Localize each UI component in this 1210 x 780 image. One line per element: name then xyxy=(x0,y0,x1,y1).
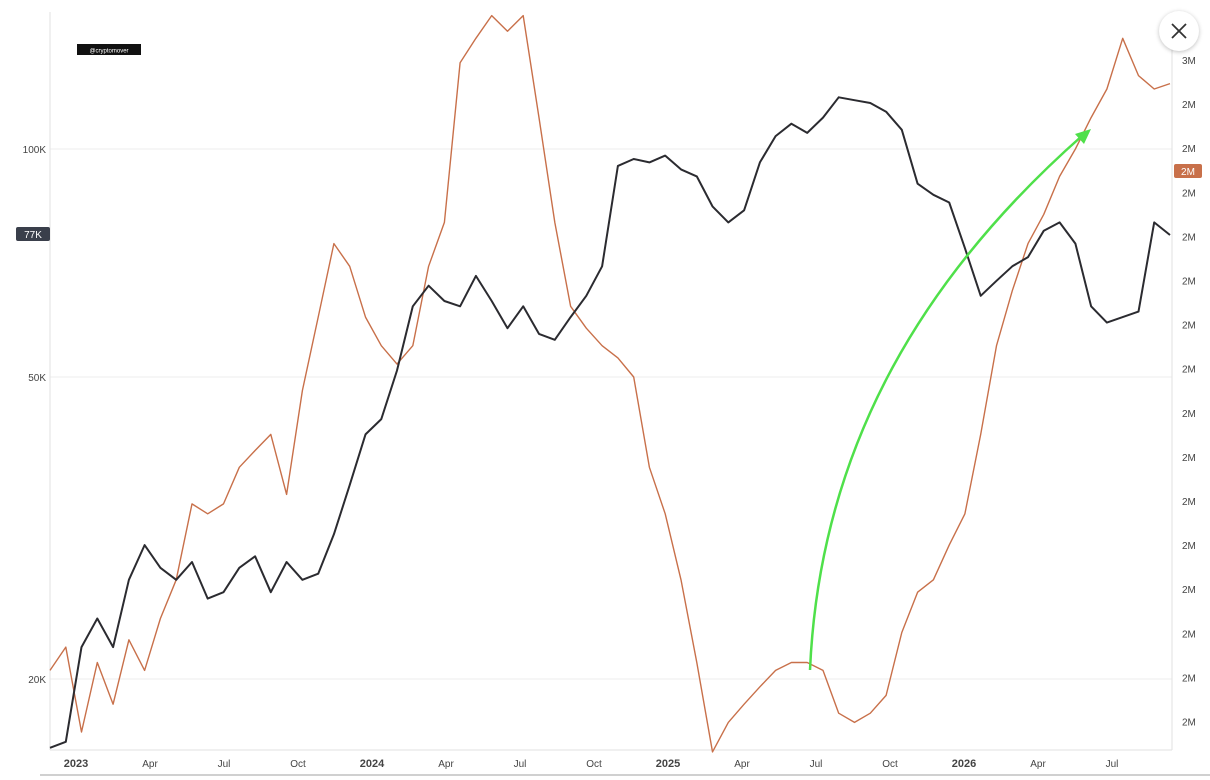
y-left-tick-50k: 50K xyxy=(28,373,46,384)
y-right-tick-label: 2M xyxy=(1182,497,1196,508)
x-tick-label: 2026 xyxy=(952,758,976,770)
close-icon xyxy=(1171,23,1187,39)
y-right-tick-label: 2M xyxy=(1182,718,1196,729)
x-tick-label: Oct xyxy=(586,759,602,770)
left-current-badge xyxy=(16,227,50,241)
y-right-tick-label: 3M xyxy=(1182,56,1196,67)
annotation-arrow-head xyxy=(1075,129,1091,144)
y-right-tick-label: 2M xyxy=(1182,541,1196,552)
y-right-tick-label: 2M xyxy=(1182,188,1196,199)
series-black-line xyxy=(49,96,1171,749)
x-tick-label: Apr xyxy=(142,759,158,770)
watermark-badge xyxy=(77,44,141,55)
y-right-tick-label: 2M xyxy=(1182,409,1196,420)
watermark-text: @cryptomover xyxy=(89,49,128,55)
y-left-tick-100k: 100K xyxy=(23,145,47,156)
x-tick-label: Oct xyxy=(882,759,898,770)
x-tick-label: 2024 xyxy=(360,758,385,770)
x-axis-ticks: 2023 Apr Jul Oct 2024 Apr Jul Oct 2025 Apr Jul Oct 2… xyxy=(64,758,1119,770)
y-right-tick-label: 2M xyxy=(1182,232,1196,243)
x-tick-label: Apr xyxy=(438,759,454,770)
x-tick-label: Jul xyxy=(1106,759,1119,770)
series-orange-line xyxy=(49,14,1171,753)
right-current-badge xyxy=(1174,164,1202,178)
x-tick-label: Jul xyxy=(810,759,823,770)
y-left-tick-20k: 20K xyxy=(28,675,46,686)
annotation-arrow xyxy=(808,134,1084,671)
y-right-tick-label: 2M xyxy=(1182,144,1196,155)
y-right-tick-label: 2M xyxy=(1182,365,1196,376)
x-tick-label: 2025 xyxy=(656,758,680,770)
x-tick-label: Jul xyxy=(514,759,527,770)
y-right-tick-label: 2M xyxy=(1182,629,1196,640)
x-tick-label: Jul xyxy=(218,759,231,770)
x-tick-label: Apr xyxy=(734,759,750,770)
y-right-tick-label: 2M xyxy=(1182,321,1196,332)
y-right-tick-label: 2M xyxy=(1182,100,1196,111)
y-right-tick-label: 2M xyxy=(1182,585,1196,596)
y-right-tick-label: 2M xyxy=(1182,453,1196,464)
close-button[interactable] xyxy=(1159,11,1199,51)
left-current-badge-text: 77K xyxy=(24,230,42,241)
y-right-tick-label: 2M xyxy=(1182,673,1196,684)
x-tick-label: Oct xyxy=(290,759,306,770)
x-tick-label: Apr xyxy=(1030,759,1046,770)
y-right-tick-label: 2M xyxy=(1182,277,1196,288)
right-current-badge-text: 2M xyxy=(1181,167,1195,178)
x-tick-label: 2023 xyxy=(64,758,88,770)
y-right-ticks: 3M 2M 2M 2M 2M 2M 2M 2M 2M 2M 2M 2M 2M 2M 2M 2M xyxy=(1182,56,1196,729)
